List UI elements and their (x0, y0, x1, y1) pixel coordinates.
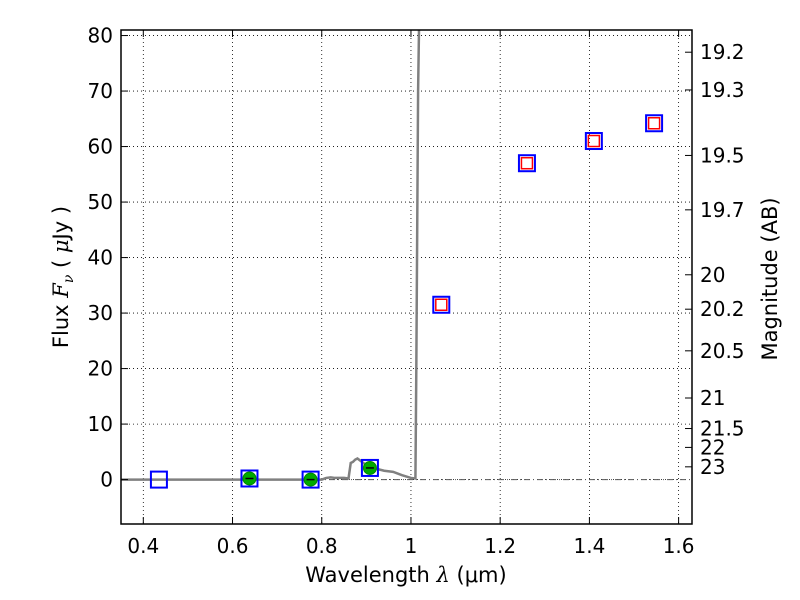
y-tick-label: 0 (100, 468, 113, 492)
model-flux-marker (149, 470, 168, 489)
upper-limit-marker (587, 134, 601, 148)
magnitude-axis-label: Magnitude (AB) (758, 197, 782, 360)
y-tick-label: 30 (88, 301, 113, 325)
x-tick-label: 1.6 (663, 534, 695, 558)
magnitude-tick-label: 23 (700, 455, 725, 479)
x-tick-label: 0.6 (217, 534, 249, 558)
y-tick-label: 70 (88, 79, 113, 103)
y-tick-label: 10 (88, 412, 113, 436)
y-tick-label: 20 (88, 357, 113, 381)
x-tick-label: 1 (405, 534, 418, 558)
magnitude-tick-label: 19.2 (700, 40, 745, 64)
upper-limit-marker (435, 298, 448, 312)
y-tick-label: 50 (88, 190, 113, 214)
magnitude-tick-label: 21 (700, 386, 725, 410)
model-flux-marker (432, 295, 451, 314)
model-flux-marker (301, 470, 320, 489)
model-flux-marker (645, 114, 664, 133)
x-tick-label: 0.4 (127, 534, 159, 558)
upper-limit-marker (647, 116, 661, 130)
y-axis-label: Flux Fν ( μJy ) (49, 206, 77, 348)
magnitude-tick-label: 20 (700, 263, 725, 287)
axis-ticks: 0.4 0.6 0.8 1 1.2 1.4 1.6 0 10 20 30 40 50 60 70 80 19.2… (88, 24, 745, 558)
x-tick-label: 1.2 (484, 534, 516, 558)
model-flux-marker (240, 469, 259, 488)
x-axis-label: Wavelength λ (μm) (305, 563, 506, 587)
y-tick-label: 80 (88, 24, 113, 48)
model-flux-marker (517, 154, 536, 173)
magnitude-tick-label: 20.5 (700, 339, 745, 363)
model-flux-marker (360, 458, 379, 477)
plot-area (121, 30, 664, 489)
magnitude-tick-label: 19.5 (700, 143, 745, 167)
magnitude-tick-label: 19.3 (700, 78, 745, 102)
y-tick-label: 40 (88, 246, 113, 270)
magnitude-tick-label: 20.2 (700, 297, 745, 321)
plot-frame (120, 29, 693, 525)
magnitude-tick-label: 19.7 (700, 198, 745, 222)
y-tick-label: 60 (88, 135, 113, 159)
model-flux-marker (584, 132, 603, 151)
magnitude-tick-label: 21.5 (700, 417, 745, 441)
magnitude-tick-label: 22 (700, 435, 725, 459)
x-tick-label: 1.4 (573, 534, 605, 558)
x-tick-label: 0.8 (306, 534, 338, 558)
upper-limit-marker (520, 156, 534, 170)
